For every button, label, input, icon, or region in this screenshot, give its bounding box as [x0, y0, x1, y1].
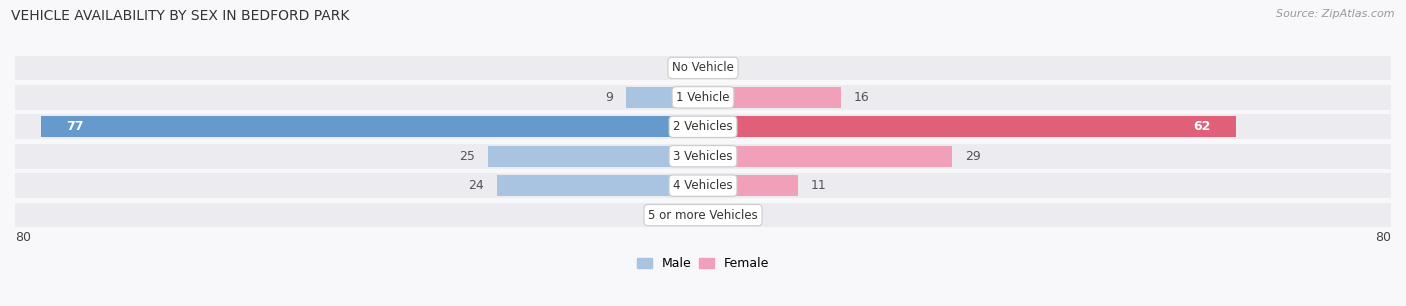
Text: 29: 29 — [966, 150, 981, 163]
Text: VEHICLE AVAILABILITY BY SEX IN BEDFORD PARK: VEHICLE AVAILABILITY BY SEX IN BEDFORD P… — [11, 9, 350, 23]
Bar — [703, 87, 841, 108]
Text: 5 or more Vehicles: 5 or more Vehicles — [648, 209, 758, 222]
Text: 0: 0 — [682, 62, 690, 74]
Bar — [488, 146, 703, 167]
Text: 0: 0 — [682, 209, 690, 222]
Bar — [15, 85, 1391, 110]
Text: 77: 77 — [66, 120, 84, 133]
Bar — [703, 146, 952, 167]
Text: 2 Vehicles: 2 Vehicles — [673, 120, 733, 133]
Bar — [15, 56, 1391, 80]
Text: 80: 80 — [15, 231, 31, 244]
Text: Source: ZipAtlas.com: Source: ZipAtlas.com — [1277, 9, 1395, 19]
Bar — [15, 203, 1391, 227]
Bar — [15, 114, 1391, 139]
Bar — [703, 175, 797, 196]
Text: 4 Vehicles: 4 Vehicles — [673, 179, 733, 192]
Bar — [626, 87, 703, 108]
Bar — [703, 116, 1236, 137]
Text: 24: 24 — [468, 179, 484, 192]
Bar — [41, 116, 703, 137]
Bar — [15, 173, 1391, 198]
Text: 80: 80 — [1375, 231, 1391, 244]
Text: 0: 0 — [716, 62, 724, 74]
Text: 16: 16 — [853, 91, 869, 104]
Text: 3 Vehicles: 3 Vehicles — [673, 150, 733, 163]
Text: No Vehicle: No Vehicle — [672, 62, 734, 74]
Text: 62: 62 — [1194, 120, 1211, 133]
Bar — [15, 144, 1391, 169]
Text: 1 Vehicle: 1 Vehicle — [676, 91, 730, 104]
Text: 25: 25 — [460, 150, 475, 163]
Text: 9: 9 — [605, 91, 613, 104]
Bar — [496, 175, 703, 196]
Text: 0: 0 — [716, 209, 724, 222]
Text: 11: 11 — [810, 179, 827, 192]
Legend: Male, Female: Male, Female — [631, 252, 775, 275]
